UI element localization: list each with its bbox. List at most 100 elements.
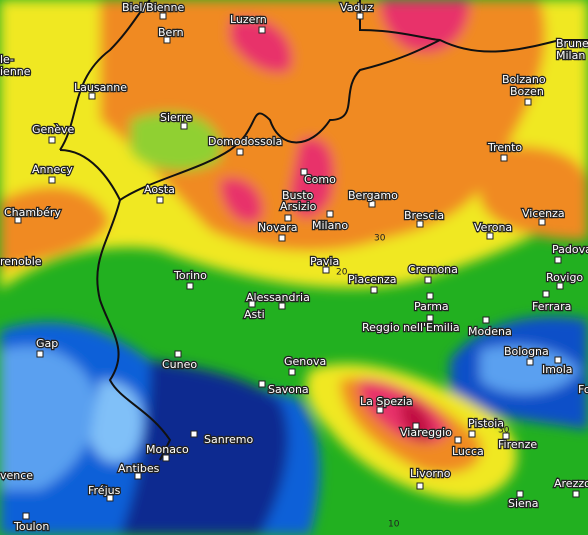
city-label: Ferrara: [532, 300, 571, 313]
city-marker: [482, 316, 490, 324]
city-marker: [156, 196, 164, 204]
city-marker: [48, 176, 56, 184]
city-label: Cuneo: [162, 358, 197, 371]
city-label: Annecy: [32, 163, 73, 176]
city-label: Alessandria: [246, 291, 310, 304]
city-marker: [180, 122, 188, 130]
city-label: Bergamo: [348, 189, 398, 202]
city-marker: [554, 256, 562, 264]
city-label: Biel/Bienne: [122, 1, 184, 14]
city-marker: [106, 494, 114, 502]
city-marker: [524, 98, 532, 106]
city-label: Lucca: [452, 445, 484, 458]
city-label: Lausanne: [74, 81, 127, 94]
city-marker: [556, 282, 564, 290]
city-marker: [48, 136, 56, 144]
city-label: renoble: [0, 255, 42, 268]
city-marker: [500, 154, 508, 162]
city-label: Milan: [556, 49, 585, 62]
city-marker: [322, 266, 330, 274]
city-label: Toulon: [13, 520, 49, 533]
city-label: Fo: [578, 383, 588, 396]
city-marker: [376, 406, 384, 414]
borders: [59, 0, 588, 461]
city-label: Torino: [173, 269, 207, 282]
city-label: Cremona: [408, 263, 458, 276]
city-label: Luzern: [230, 13, 267, 26]
contour-label: 20: [336, 268, 348, 278]
city-marker: [190, 430, 198, 438]
city-label: Trento: [487, 141, 522, 154]
city-label: Bozen: [510, 85, 544, 98]
city-label: Vicenza: [522, 207, 565, 220]
city-marker: [88, 92, 96, 100]
city-marker: [288, 368, 296, 376]
city-label: Viareggio: [400, 426, 452, 439]
city-label: Bolzano: [502, 73, 546, 86]
city-label: Savona: [268, 383, 309, 396]
city-marker: [186, 282, 194, 290]
contour-label: 10: [388, 520, 400, 530]
city-label: Novara: [258, 221, 297, 234]
city-label: Brescia: [404, 209, 444, 222]
city-marker: [162, 454, 170, 462]
city-marker: [368, 200, 376, 208]
city-marker: [526, 358, 534, 366]
city-label: Como: [304, 173, 336, 186]
city-label: Siena: [508, 497, 539, 510]
city-marker: [36, 350, 44, 358]
city-label: Sierre: [160, 111, 192, 124]
city-label: Firenze: [498, 438, 537, 451]
city-label: Busto: [282, 189, 314, 202]
city-label: ienne: [0, 65, 31, 78]
city-marker: [284, 214, 292, 222]
city-label: Parma: [414, 300, 449, 313]
city-marker: [258, 26, 266, 34]
city-marker: [516, 490, 524, 498]
city-label: Piacenza: [348, 273, 397, 286]
city-marker: [554, 356, 562, 364]
city-marker: [278, 234, 286, 242]
city-label: Milano: [312, 219, 348, 232]
city-marker: [163, 36, 171, 44]
contour-label: 30: [374, 234, 386, 244]
city-label: Padova: [552, 243, 588, 256]
city-label: vence: [0, 469, 33, 482]
city-marker: [356, 12, 364, 20]
city-label: Modena: [468, 325, 512, 338]
city-label: Rovigo: [546, 271, 583, 284]
city-label: Fréjus: [88, 484, 121, 497]
city-label: Bologna: [504, 345, 549, 358]
city-label: le-: [0, 53, 14, 66]
city-label: Arezzo: [554, 477, 588, 490]
city-marker: [502, 432, 510, 440]
city-label: Sanremo: [204, 433, 253, 446]
city-marker: [538, 218, 546, 226]
city-marker: [14, 216, 22, 224]
city-label: Reggio nell'Emilia: [362, 321, 460, 334]
city-marker: [22, 512, 30, 520]
city-label: Gap: [36, 337, 58, 350]
city-marker: [174, 350, 182, 358]
city-marker: [370, 286, 378, 294]
city-label: Bern: [158, 26, 184, 39]
city-label: Domodossola: [208, 135, 282, 148]
city-label: Chambéry: [4, 206, 61, 219]
city-marker: [426, 314, 434, 322]
city-label: Monaco: [146, 443, 189, 456]
city-marker: [248, 300, 256, 308]
city-label: Arsizio: [280, 200, 317, 213]
city-marker: [416, 220, 424, 228]
city-label: Genève: [32, 123, 75, 136]
city-marker: [159, 12, 167, 20]
city-label: Imola: [542, 363, 573, 376]
contour-label: 30: [498, 426, 510, 436]
city-marker: [542, 290, 550, 298]
city-label: La Spezia: [360, 395, 413, 408]
city-label: Asti: [244, 308, 265, 321]
city-marker: [134, 472, 142, 480]
city-marker: [300, 168, 308, 176]
